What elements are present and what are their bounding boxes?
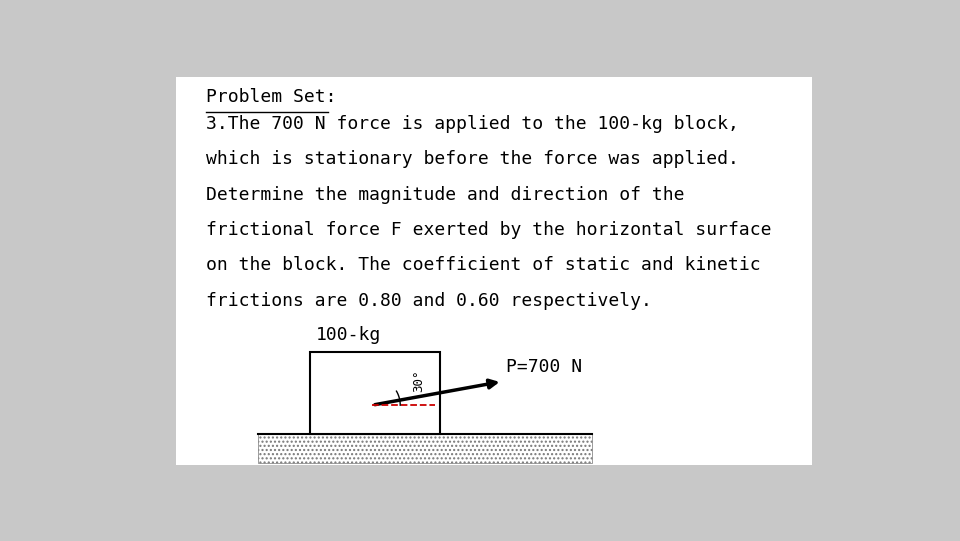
Text: Problem Set:: Problem Set: (205, 88, 336, 106)
Text: P=700 N: P=700 N (506, 359, 583, 377)
Bar (310, 352, 440, 433)
Text: 30°: 30° (412, 370, 425, 392)
Text: 3.The 700 N force is applied to the 100-kg block,: 3.The 700 N force is applied to the 100-… (205, 115, 738, 133)
Bar (257, 433, 592, 463)
Text: on the block. The coefficient of static and kinetic: on the block. The coefficient of static … (205, 256, 760, 274)
FancyBboxPatch shape (176, 77, 812, 465)
Text: which is stationary before the force was applied.: which is stationary before the force was… (205, 150, 738, 168)
Text: frictions are 0.80 and 0.60 respectively.: frictions are 0.80 and 0.60 respectively… (205, 292, 652, 310)
Text: frictional force F exerted by the horizontal surface: frictional force F exerted by the horizo… (205, 221, 771, 239)
Text: Determine the magnitude and direction of the: Determine the magnitude and direction of… (205, 186, 684, 204)
Text: 100-kg: 100-kg (316, 326, 381, 344)
